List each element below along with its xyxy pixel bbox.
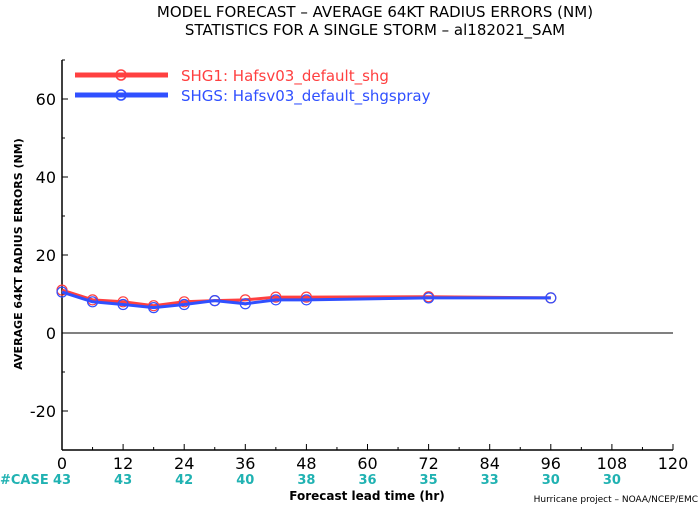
case-count: 42: [175, 473, 193, 488]
credit-text: Hurricane project – NOAA/NCEP/EMC: [534, 495, 698, 505]
case-count: 33: [481, 473, 499, 488]
legend-marker-2: [115, 89, 127, 101]
case-count: 35: [420, 473, 438, 488]
chart-subtitle: STATISTICS FOR A SINGLE STORM – al182021…: [185, 21, 565, 40]
data-point-2: [117, 298, 129, 311]
data-point-2: [423, 292, 435, 304]
data-point-2: [178, 298, 190, 311]
x-tick-label: 60: [357, 454, 377, 473]
y-axis-label: AVERAGE 64KT RADIUS ERRORS (NM): [12, 138, 25, 369]
data-point-2: [300, 294, 312, 306]
data-point-2: [148, 302, 160, 314]
x-tick-label: 84: [480, 454, 500, 473]
case-count: 40: [236, 473, 254, 488]
x-tick-label: 96: [541, 454, 561, 473]
data-point-2: [209, 295, 221, 307]
data-point-1: [117, 296, 129, 308]
case-count: 36: [358, 473, 376, 488]
y-tick-label: 40: [36, 168, 56, 187]
y-tick-label: 0: [46, 324, 56, 343]
legend-label-1: SHG1: Hafsv03_default_shg: [181, 67, 389, 86]
y-tick-label: 60: [36, 90, 56, 109]
y-tick-label: 20: [36, 246, 56, 265]
x-tick-label: 12: [113, 454, 133, 473]
case-count: 30: [542, 473, 560, 488]
x-tick-label: 0: [57, 454, 67, 473]
x-tick-label: 108: [597, 454, 628, 473]
data-point-2: [545, 292, 557, 304]
x-tick-label: 120: [658, 454, 689, 473]
chart-title: MODEL FORECAST – AVERAGE 64KT RADIUS ERR…: [157, 3, 593, 21]
series-line-2: [61, 290, 551, 310]
data-point-1: [178, 296, 190, 308]
legend-label-2: SHGS: Hafsv03_default_shgspray: [181, 87, 431, 106]
case-count: 43: [114, 473, 132, 488]
data-point-2: [56, 286, 68, 298]
y-tick-label: -20: [30, 402, 56, 421]
data-point-2: [270, 294, 282, 306]
cases-label: #CASE: [0, 473, 49, 488]
data-point-2: [86, 296, 99, 308]
x-tick-label: 48: [296, 454, 316, 473]
x-axis-label: Forecast lead time (hr): [289, 489, 445, 503]
case-count: 30: [603, 473, 621, 488]
x-tick-label: 72: [418, 454, 438, 473]
plot-area: -20 0 20 40 60 0 12 24 36 48 60 72 84 96 108 120 43 43 42 4…: [30, 59, 689, 488]
data-point-2: [239, 298, 251, 310]
x-tick-label: 36: [235, 454, 255, 473]
data-point-1: [300, 291, 312, 303]
case-count: 43: [53, 473, 71, 488]
data-point-1: [270, 291, 282, 303]
x-tick-label: 24: [174, 454, 194, 473]
legend-marker-1: [115, 69, 127, 81]
case-count: 38: [297, 473, 315, 488]
